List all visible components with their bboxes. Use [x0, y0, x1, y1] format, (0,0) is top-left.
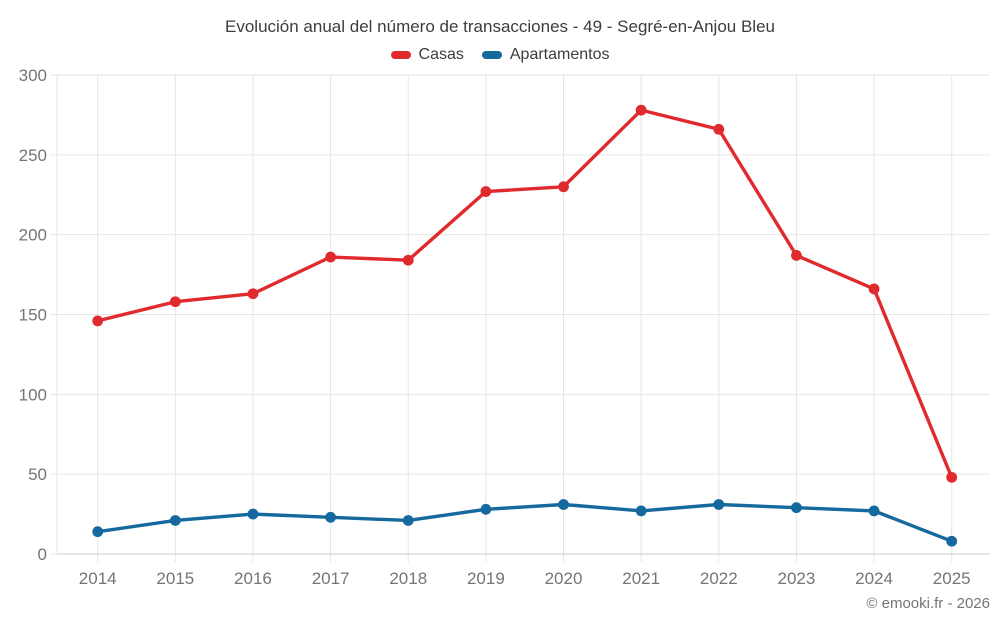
x-axis-tick-label: 2017: [312, 569, 350, 588]
x-axis-tick-label: 2024: [855, 569, 893, 588]
casas-data-point[interactable]: [946, 471, 958, 483]
casas-data-point[interactable]: [713, 123, 725, 135]
chart-title: Evolución anual del número de transaccio…: [225, 17, 775, 36]
apartamentos-data-point[interactable]: [868, 505, 880, 517]
y-axis-tick-label: 200: [19, 226, 47, 245]
legend-item-casas[interactable]: Casas: [390, 46, 464, 64]
casas-data-point[interactable]: [92, 315, 104, 327]
x-axis-tick-label: 2021: [622, 569, 660, 588]
casas-data-point[interactable]: [480, 186, 492, 197]
casas-data-point[interactable]: [402, 254, 414, 266]
casas-data-point[interactable]: [247, 288, 259, 300]
legend-item-apartamentos[interactable]: Apartamentos: [481, 46, 610, 64]
x-axis-tick-label: 2025: [933, 569, 971, 588]
apartamentos-data-point[interactable]: [402, 515, 414, 526]
casas-line: [95, 108, 954, 480]
apartamentos-data-point[interactable]: [713, 499, 725, 510]
y-axis-tick-label: 0: [38, 545, 47, 564]
x-axis-tick-label: 2015: [156, 569, 194, 588]
apartamentos-data-point[interactable]: [169, 515, 181, 526]
y-axis-tick-label: 150: [19, 306, 47, 325]
casas-data-point[interactable]: [325, 251, 337, 263]
casas-legend-label: Casas: [418, 46, 464, 63]
apartamentos-data-point[interactable]: [558, 499, 569, 510]
casas-data-point[interactable]: [558, 181, 569, 193]
casas-swatch-icon: [390, 51, 411, 59]
apartamentos-data-point[interactable]: [946, 535, 958, 547]
y-axis-tick-label: 50: [28, 465, 47, 484]
apartamentos-data-point[interactable]: [635, 505, 647, 517]
copyright-footer: © emooki.fr - 2026: [866, 595, 990, 612]
apartamentos-data-point[interactable]: [247, 508, 259, 520]
x-axis-tick-label: 2020: [545, 569, 583, 588]
casas-data-point[interactable]: [169, 296, 181, 308]
x-axis-tick-label: 2019: [467, 569, 505, 588]
x-axis-tick-label: 2014: [79, 569, 117, 588]
apartamentos-line: [95, 502, 954, 543]
casas-data-point[interactable]: [868, 283, 880, 295]
y-axis-tick-label: 250: [19, 146, 47, 165]
casas-data-point[interactable]: [791, 250, 802, 261]
x-axis-tick-label: 2016: [234, 569, 272, 588]
y-axis-tick-label: 300: [19, 66, 47, 85]
apartamentos-data-point[interactable]: [480, 503, 492, 515]
y-axis-tick-label: 100: [19, 385, 47, 404]
apartamentos-data-point[interactable]: [325, 511, 337, 523]
apartamentos-data-point[interactable]: [791, 502, 802, 514]
x-axis-tick-label: 2022: [700, 569, 738, 588]
x-axis-tick-label: 2023: [778, 569, 816, 588]
x-axis-tick-label: 2018: [389, 569, 427, 588]
legend: Casas Apartamentos: [0, 46, 1000, 64]
apartamentos-data-point[interactable]: [92, 526, 104, 538]
apartamentos-legend-label: Apartamentos: [509, 46, 610, 63]
casas-data-point[interactable]: [635, 104, 647, 116]
apartamentos-swatch-icon: [481, 51, 502, 59]
